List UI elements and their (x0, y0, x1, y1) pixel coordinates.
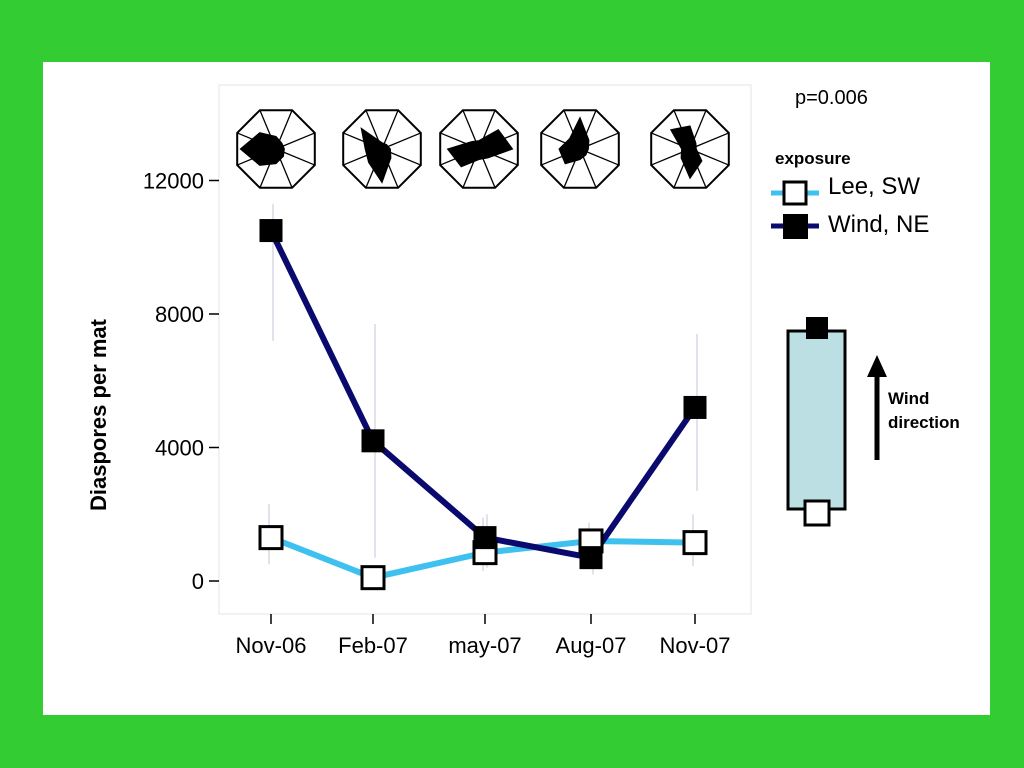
data-point-wind (361, 429, 385, 453)
x-tick-label: may-07 (448, 633, 521, 658)
diagram-marker-wind (806, 317, 828, 339)
wind-rose (540, 109, 620, 189)
exposure-diagram: Wind direction (786, 317, 960, 527)
data-point-lee (258, 525, 284, 551)
wind-rose (439, 109, 519, 189)
wind-rose (236, 109, 316, 189)
y-axis-title: Diaspores per mat (86, 318, 111, 511)
legend: exposure Lee, SW Wind, NE (771, 149, 929, 239)
legend-title: exposure (775, 149, 851, 168)
wind-rose-frequency (239, 132, 285, 166)
y-tick-label: 8000 (155, 302, 204, 327)
wind-rose-frequency (446, 129, 514, 168)
wind-rose-row (236, 109, 730, 189)
legend-label-lee: Lee, SW (828, 173, 920, 200)
y-tick-label: 0 (192, 569, 204, 594)
x-tick-label: Feb-07 (338, 633, 408, 658)
wind-rose (650, 109, 730, 189)
data-point-wind (259, 219, 283, 243)
wind-rose-frequency (669, 125, 703, 180)
chart-panel: 0 4000 8000 12000 Nov-06 Feb-07 may-07 Aug-07 No… (43, 62, 990, 715)
wind-rose-spoke (381, 109, 399, 150)
legend-label-wind: Wind, NE (828, 211, 929, 238)
series-markers (258, 219, 708, 591)
p-value-annotation: p=0.006 (795, 87, 868, 109)
legend-marker-wind (783, 214, 808, 239)
y-tick-label: 12000 (143, 169, 204, 194)
diagram-marker-lee (803, 499, 831, 527)
legend-marker-lee (782, 180, 808, 206)
y-tick-label: 4000 (155, 436, 204, 461)
wind-direction-arrow-head (867, 355, 887, 377)
data-point-wind (579, 546, 603, 570)
wind-rose (342, 109, 422, 189)
axes: 0 4000 8000 12000 Nov-06 Feb-07 may-07 Aug-07 No… (143, 169, 731, 659)
wind-direction-label-line1: Wind (888, 389, 929, 408)
wind-direction-label-line2: direction (888, 413, 960, 432)
wind-rose-frequency (558, 116, 590, 165)
data-point-lee (360, 565, 386, 591)
x-tick-label: Aug-07 (556, 633, 627, 658)
wind-rose-frequency (360, 127, 392, 184)
data-point-wind (683, 395, 707, 419)
data-point-wind (473, 526, 497, 550)
mat-diagram-box (786, 329, 847, 511)
data-point-lee (682, 530, 708, 556)
x-tick-label: Nov-07 (660, 633, 731, 658)
line-chart: 0 4000 8000 12000 Nov-06 Feb-07 may-07 Aug-07 No… (86, 84, 960, 659)
x-tick-label: Nov-06 (236, 633, 307, 658)
